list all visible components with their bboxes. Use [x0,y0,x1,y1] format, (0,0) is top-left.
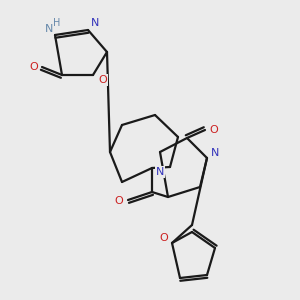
Text: O: O [30,62,38,72]
Text: O: O [115,196,123,206]
Text: N: N [91,18,99,28]
Text: H: H [53,18,61,28]
Text: O: O [160,233,168,243]
Text: N: N [211,148,219,158]
Text: O: O [210,125,218,135]
Text: N: N [45,24,53,34]
Text: O: O [99,75,107,85]
Text: N: N [156,167,164,177]
